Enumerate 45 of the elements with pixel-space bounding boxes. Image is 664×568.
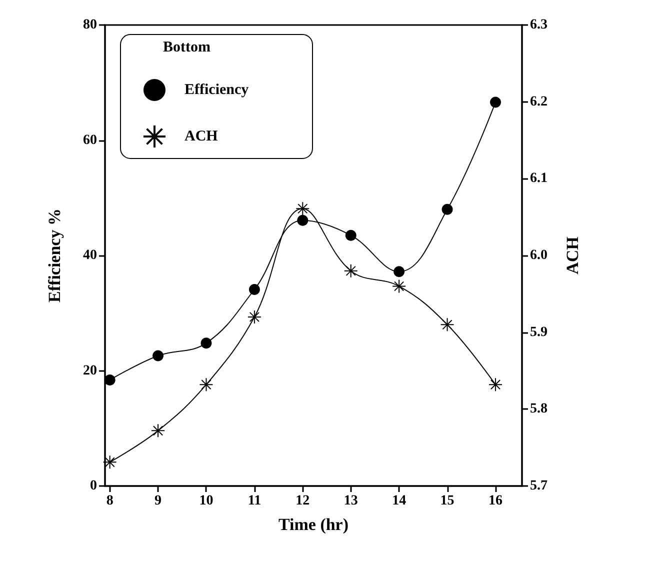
point: [442, 204, 453, 215]
y-tick-label: 40: [83, 248, 97, 263]
y-axis-title: Efficiency %: [45, 208, 64, 302]
point: [200, 338, 212, 349]
point: [199, 378, 214, 392]
point: [248, 284, 260, 295]
x-tick-label: 12: [296, 494, 310, 508]
point: [392, 279, 406, 294]
x-tick-label: 15: [440, 494, 454, 508]
x-axis-title: Time (hr): [278, 515, 349, 534]
point: [490, 96, 501, 108]
y2-tick-label: 5.7: [530, 478, 548, 494]
y-tick-label: 80: [83, 18, 97, 32]
x-tick-label: 9: [154, 494, 162, 508]
point: [296, 202, 310, 216]
legend-label: Efficiency: [184, 82, 250, 98]
x-tick-label: 13: [344, 494, 358, 508]
y-tick-label: 60: [83, 132, 97, 148]
y2-tick-label: 6.2: [530, 94, 548, 110]
y2-tick-label: 5.9: [530, 324, 548, 340]
legend-title: Bottom: [163, 40, 211, 56]
point: [345, 230, 356, 241]
y2-tick-label: 6.3: [530, 18, 548, 32]
x-tick-label: 8: [106, 494, 114, 508]
point: [247, 310, 262, 324]
point: [151, 424, 166, 438]
y2-tick-label: 5.8: [530, 402, 548, 417]
y2-axis-title: ACH: [563, 236, 582, 274]
point: [152, 350, 164, 362]
x-tick-label: 16: [488, 494, 502, 508]
x-tick-label: 10: [199, 494, 214, 508]
y-tick-label: 20: [83, 363, 97, 378]
point: [394, 266, 405, 278]
y2-tick-label: 6.0: [530, 248, 548, 263]
point: [440, 318, 454, 332]
legend-label: ACH: [184, 128, 218, 144]
point: [104, 374, 116, 386]
point: [344, 264, 358, 278]
y2-tick-label: 6.1: [530, 171, 548, 186]
point: [102, 455, 117, 470]
point: [488, 378, 502, 392]
x-tick-label: 11: [248, 494, 262, 508]
y-tick-label: 0: [90, 478, 97, 494]
x-tick-label: 14: [392, 494, 406, 508]
point: [297, 214, 308, 226]
